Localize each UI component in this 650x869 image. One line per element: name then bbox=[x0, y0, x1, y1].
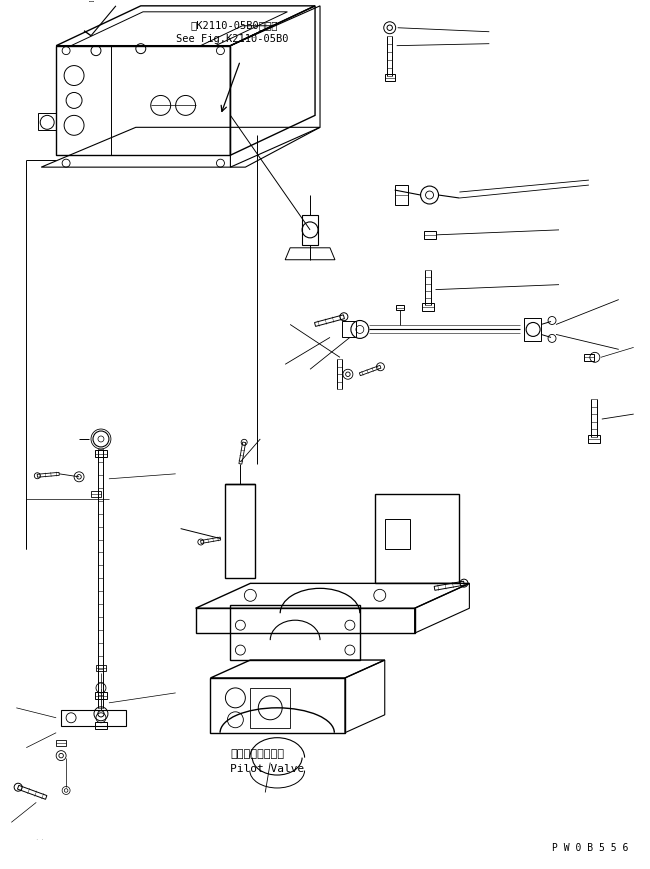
Text: 第K2110-05B0図参照: 第K2110-05B0図参照 bbox=[190, 20, 278, 30]
Text: Pilot Valve: Pilot Valve bbox=[230, 763, 305, 773]
Text: . .: . . bbox=[36, 833, 44, 841]
Text: P W 0 B 5 5 6: P W 0 B 5 5 6 bbox=[552, 842, 629, 852]
Text: パイロットバルブ: パイロットバルブ bbox=[230, 748, 285, 758]
Text: See Fig.K2110-05B0: See Fig.K2110-05B0 bbox=[176, 34, 288, 43]
